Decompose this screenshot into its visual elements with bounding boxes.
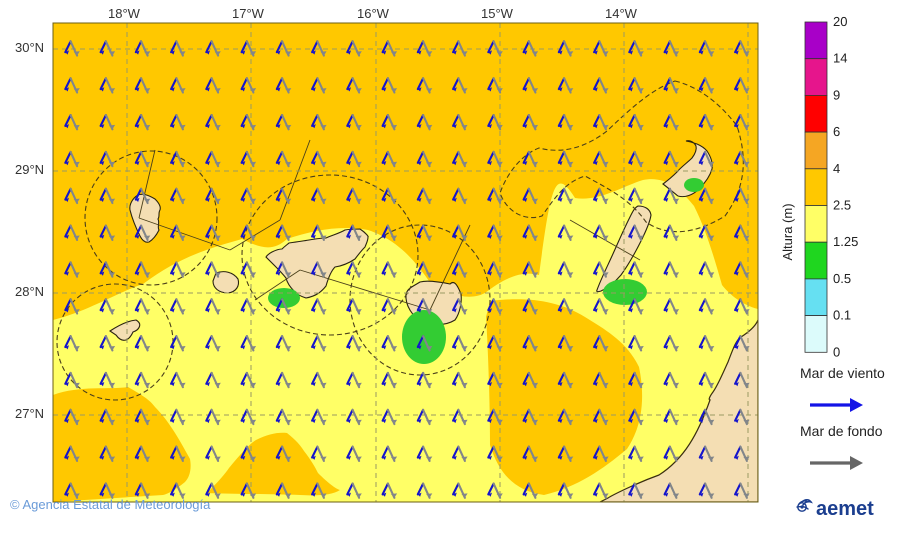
- svg-text:14: 14: [833, 51, 847, 66]
- svg-text:2.5: 2.5: [833, 198, 851, 213]
- svg-text:1.25: 1.25: [833, 234, 858, 249]
- svg-text:9: 9: [833, 87, 840, 102]
- svg-text:0: 0: [833, 344, 840, 359]
- svg-text:0.5: 0.5: [833, 271, 851, 286]
- svg-text:20: 20: [833, 14, 847, 29]
- svg-text:4: 4: [833, 161, 840, 176]
- svg-text:Altura (m): Altura (m): [780, 203, 795, 260]
- svg-text:0.1: 0.1: [833, 308, 851, 323]
- svg-text:aemet: aemet: [816, 498, 874, 520]
- svg-text:6: 6: [833, 124, 840, 139]
